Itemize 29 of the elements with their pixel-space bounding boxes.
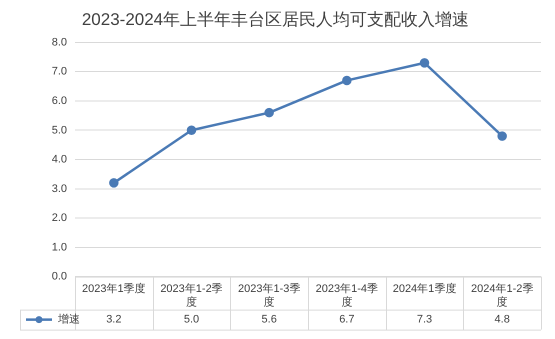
point (109, 178, 119, 188)
point (264, 108, 274, 118)
x-tick-label: 2023年1季度 (82, 282, 146, 296)
y-tick-label: 1.0 (52, 241, 67, 254)
legend-label: 增速 (57, 312, 80, 326)
point (497, 131, 507, 141)
x-tick-label: 2023年1-3季度 (238, 282, 300, 308)
y-tick-label: 0.0 (52, 270, 67, 283)
x-tick-label: 2023年1-2季度 (160, 282, 223, 308)
y-tick-label: 8.0 (52, 36, 67, 48)
data-label: 7.3 (416, 314, 432, 326)
x-tick-label: 2024年1-2季度 (470, 282, 534, 308)
x-tick-label: 2024年1季度 (392, 282, 456, 296)
x-tick-label: 2023年1-4季度 (316, 282, 378, 308)
chart-title: 2023-2024年上半年丰台区居民人均可支配收入增速 (82, 10, 470, 29)
data-label: 5.6 (262, 314, 277, 326)
y-tick-label: 7.0 (52, 66, 67, 78)
y-tick-label: 6.0 (52, 94, 67, 107)
data-label: 3.2 (106, 314, 122, 326)
data-label: 5.0 (184, 314, 200, 326)
point (420, 58, 430, 68)
data-label: 4.8 (494, 314, 510, 326)
point (342, 76, 352, 86)
y-tick-label: 2.0 (52, 212, 67, 224)
y-tick-label: 5.0 (52, 124, 67, 136)
data-label: 6.7 (339, 314, 354, 326)
y-tick-label: 4.0 (52, 154, 67, 166)
y-tick-label: 3.0 (52, 182, 67, 195)
point (186, 125, 196, 135)
